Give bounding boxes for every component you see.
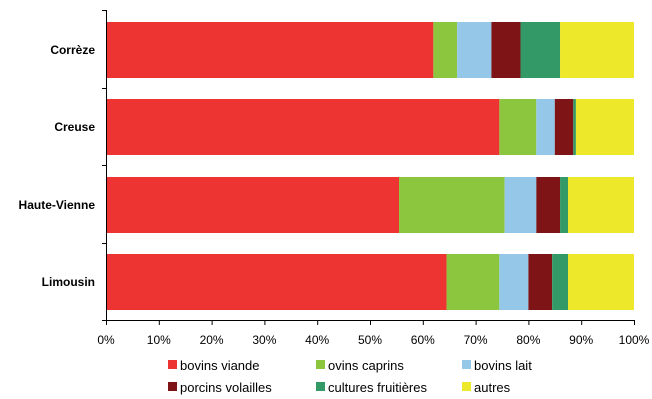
bar-segment bbox=[520, 22, 561, 78]
category-label: Haute-Vienne bbox=[19, 198, 96, 212]
bar-segment bbox=[575, 99, 634, 155]
legend-swatch bbox=[462, 382, 471, 391]
legend-label: bovins lait bbox=[474, 358, 532, 373]
x-tick-label: 80% bbox=[516, 333, 540, 347]
x-tick-label: 60% bbox=[411, 333, 435, 347]
bar-segment bbox=[457, 22, 492, 78]
legend-swatch bbox=[316, 360, 325, 369]
legend-swatch bbox=[168, 360, 177, 369]
axes-layer bbox=[102, 10, 635, 325]
category-label: Limousin bbox=[42, 275, 95, 289]
bar-segment bbox=[536, 177, 561, 233]
x-tick-label: 100% bbox=[619, 333, 650, 347]
bar-segment bbox=[504, 177, 537, 233]
category-label: Corrèze bbox=[50, 43, 95, 57]
legend-swatch bbox=[168, 382, 177, 391]
bar-segment bbox=[446, 254, 500, 310]
legend-label: bovins viande bbox=[180, 358, 260, 373]
bar-segment bbox=[491, 22, 521, 78]
legend: bovins viande ovins caprins bovins lait por… bbox=[168, 358, 532, 395]
category-labels: Corrèze Creuse Haute-Vienne Limousin bbox=[19, 43, 96, 289]
bar-segment bbox=[399, 177, 505, 233]
bar-segment bbox=[560, 177, 568, 233]
bar-segment bbox=[528, 254, 553, 310]
bar-segment bbox=[499, 99, 537, 155]
bar-segment bbox=[106, 99, 500, 155]
legend-label: ovins caprins bbox=[328, 358, 404, 373]
x-tick-label: 20% bbox=[200, 333, 224, 347]
bar-segment bbox=[568, 177, 634, 233]
bar-segment bbox=[573, 99, 576, 155]
tick-labels: 0% 10% 20% 30% 40% 50% 60% 70% 80% 90% 100% bbox=[97, 333, 649, 347]
legend-swatch bbox=[316, 382, 325, 391]
bar-segment bbox=[106, 177, 400, 233]
x-tick-label: 50% bbox=[358, 333, 382, 347]
x-tick-label: 90% bbox=[569, 333, 593, 347]
legend-swatch bbox=[462, 360, 471, 369]
x-tick-label: 70% bbox=[464, 333, 488, 347]
x-tick-label: 0% bbox=[97, 333, 115, 347]
legend-label: cultures fruitières bbox=[328, 380, 427, 395]
bar-segment bbox=[499, 254, 529, 310]
x-tick-label: 40% bbox=[305, 333, 329, 347]
bar-segment bbox=[106, 22, 434, 78]
bar-segment bbox=[536, 99, 555, 155]
x-tick-label: 30% bbox=[252, 333, 276, 347]
bar-segment bbox=[568, 254, 634, 310]
bar-segment bbox=[552, 254, 568, 310]
category-label: Creuse bbox=[54, 120, 95, 134]
bar-segment bbox=[433, 22, 458, 78]
x-tick-label: 10% bbox=[147, 333, 171, 347]
bars-layer bbox=[106, 22, 634, 310]
bar-segment bbox=[560, 22, 634, 78]
bar-segment bbox=[106, 254, 447, 310]
legend-label: porcins volailles bbox=[180, 380, 272, 395]
bar-segment bbox=[554, 99, 574, 155]
legend-label: autres bbox=[474, 380, 511, 395]
